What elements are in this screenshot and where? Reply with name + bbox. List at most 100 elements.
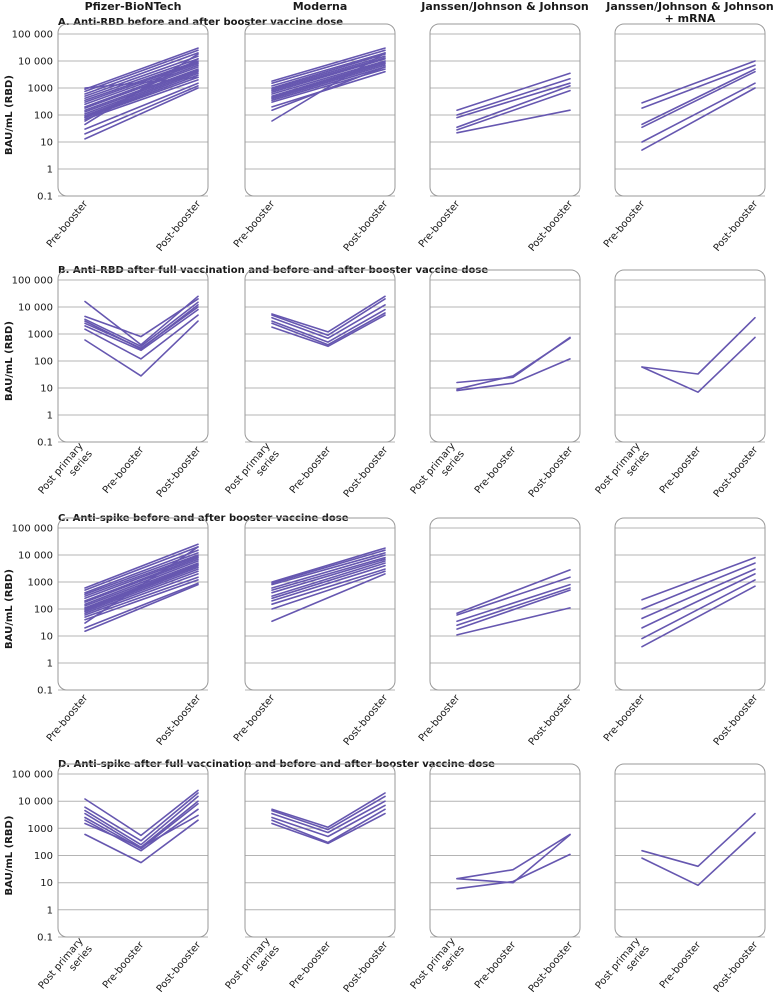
series-line <box>84 66 199 109</box>
x-tick-label-post-booster: Post-booster <box>527 692 576 748</box>
row-d-y-tick-label: 100 <box>34 851 53 862</box>
column-header-janssen-johnson-johnson-mrna: Janssen/Johnson & Johnson + mRNA <box>605 0 774 25</box>
panel-frame <box>244 763 396 938</box>
series-line <box>641 556 756 601</box>
x-tick-label-post-booster: Post-booster <box>712 939 761 995</box>
row-b-y-tick-label: 1000 <box>28 330 53 341</box>
series-line <box>641 831 756 887</box>
series-line <box>456 587 571 627</box>
panel-frame <box>614 269 766 443</box>
panel-frame <box>429 23 581 197</box>
x-tick-label-pre-booster: Pre-booster <box>658 444 704 496</box>
series-line <box>271 295 386 333</box>
x-tick-label-pre-booster: Pre-booster <box>101 939 147 991</box>
x-tick-label-pre-booster: Pre-booster <box>101 444 147 496</box>
series-line <box>84 579 199 621</box>
row-a-y-tick-label: 1 <box>47 165 53 176</box>
row-b-y-tick-label: 1 <box>47 411 53 422</box>
row-c-panel-janssen-johnson-johnson-mrna: Pre-booster Post-booster <box>602 517 766 748</box>
column-header-moderna: Moderna <box>293 0 348 13</box>
series-line <box>84 64 199 108</box>
column-header-line: + mRNA <box>665 12 716 25</box>
series-line <box>271 304 386 340</box>
row-a-panel-janssen-johnson-johnson: Pre-booster Post-booster <box>417 23 581 254</box>
series-line <box>456 589 571 630</box>
x-tick-label-post-booster: Post-booster <box>155 198 204 254</box>
series-line <box>271 570 386 610</box>
x-tick-label-post-primary-series: Post primaryseries <box>409 441 467 504</box>
series-line <box>641 64 756 109</box>
x-tick-label-pre-booster: Pre-booster <box>45 692 91 744</box>
row-b-y-tick-label: 0.1 <box>37 438 53 449</box>
series-line <box>641 812 756 868</box>
series-line <box>271 308 386 343</box>
series-line <box>641 316 756 375</box>
row-d-panel-janssen-johnson-johnson: Post primaryseries Pre-booster Post-booste… <box>409 763 581 995</box>
row-c-title: C. Anti-spike before and after booster v… <box>58 513 349 524</box>
series-line <box>84 543 199 589</box>
series-line <box>84 82 199 130</box>
column-header-pfizer-biontech: Pfizer-BioNTech <box>85 0 182 13</box>
series-line <box>84 76 199 89</box>
series-line <box>84 320 199 377</box>
series-line <box>271 800 386 834</box>
x-tick-label-post-booster: Post-booster <box>342 692 391 748</box>
series-line <box>641 568 756 620</box>
x-tick-label-post-booster: Post-booster <box>155 939 204 995</box>
x-tick-label-post-booster: Post-booster <box>527 198 576 254</box>
series-line <box>271 55 386 90</box>
series-line <box>271 812 386 845</box>
row-b-panel-janssen-johnson-johnson: Post primaryseries Pre-booster Post-booste… <box>409 269 581 504</box>
series-line <box>84 568 199 613</box>
series-line <box>456 583 571 623</box>
x-tick-label-pre-booster: Pre-booster <box>658 939 704 991</box>
x-tick-label-post-booster: Post-booster <box>712 198 761 254</box>
x-tick-label-post-primary-series: Post primaryseries <box>594 441 652 504</box>
series-line <box>84 819 199 864</box>
x-tick-label-post-booster: Post-booster <box>712 444 761 500</box>
series-line <box>456 576 571 616</box>
row-a-title: A. Anti-RBD before and after booster vac… <box>58 17 343 28</box>
x-tick-label-pre-booster: Pre-booster <box>473 444 519 496</box>
x-tick-label-pre-booster: Pre-booster <box>232 692 278 744</box>
series-line <box>271 47 386 82</box>
column-header-line: Pfizer-BioNTech <box>85 0 182 13</box>
row-b-y-tick-label: 10 000 <box>18 303 53 314</box>
row-b-y-tick-label: 100 <box>34 357 53 368</box>
series-line <box>456 85 571 129</box>
series-line <box>271 564 386 602</box>
column-header-line: Moderna <box>293 0 348 13</box>
series-line <box>271 66 386 111</box>
series-line <box>84 298 199 338</box>
x-tick-label-pre-booster: Pre-booster <box>288 939 334 991</box>
panel-frame <box>57 269 209 443</box>
panel-frame <box>614 763 766 938</box>
x-tick-label-post-booster: Post-booster <box>527 939 576 995</box>
series-line <box>271 64 386 100</box>
panel-frame <box>57 23 209 197</box>
row-d-y-tick-label: 10 <box>40 878 53 889</box>
row-b-panel-pfizer-biontech: Post primaryseries Pre-booster Post-booste… <box>37 269 209 500</box>
series-line <box>271 66 386 102</box>
series-line <box>84 53 199 126</box>
series-line <box>641 579 756 640</box>
series-line <box>84 563 199 609</box>
series-line <box>271 804 386 838</box>
series-line <box>84 47 199 90</box>
series-line <box>456 82 571 119</box>
x-tick-label-pre-booster: Pre-booster <box>417 692 463 744</box>
series-line <box>456 89 571 131</box>
series-line <box>456 78 571 116</box>
series-line <box>271 795 386 831</box>
row-b-panel-moderna: Post primaryseries Pre-booster Post-booste… <box>224 269 396 500</box>
series-line <box>271 52 386 87</box>
row-a-y-tick-label: 0.1 <box>37 192 53 203</box>
series-line <box>641 585 756 648</box>
row-d-y-tick-label: 100 000 <box>12 770 53 781</box>
panel-frame <box>429 269 581 443</box>
series-line <box>271 298 386 337</box>
x-tick-label-post-booster: Post-booster <box>342 198 391 254</box>
row-d-panel-pfizer-biontech: Post primaryseries Pre-booster Post-booste… <box>37 763 209 995</box>
row-a-y-tick-label: 100 000 <box>12 30 53 41</box>
series-line <box>271 554 386 589</box>
